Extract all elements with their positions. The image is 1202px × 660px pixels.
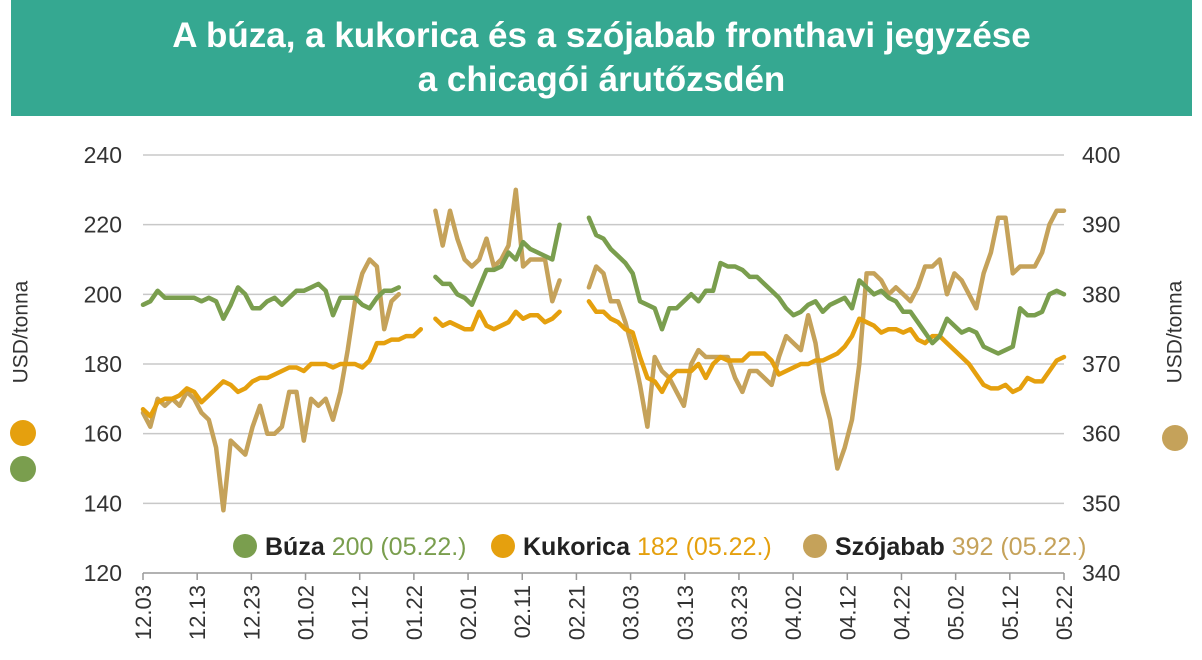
- right-y-tick-label: 380: [1082, 281, 1120, 307]
- left-axis-kukorica-dot: [10, 420, 36, 446]
- series-line-kukorica: [433, 309, 562, 332]
- series-line-buza: [140, 281, 402, 321]
- legend-entry-buza: Búza 200 (05.22.): [265, 533, 467, 561]
- x-tick-label: 04.22: [889, 585, 914, 640]
- legend: Búza 200 (05.22.) Kukorica 182 (05.22.) Sz…: [233, 533, 1087, 561]
- right-y-tick-label: 360: [1082, 421, 1120, 447]
- series-lines: [140, 187, 1067, 513]
- legend-marker-szojabab: [803, 534, 827, 558]
- x-tick-label: 03.03: [619, 585, 644, 640]
- legend-value: 392 (05.22.): [952, 533, 1087, 561]
- series-line-buza: [433, 222, 562, 308]
- chart-title-banner: A búza, a kukorica és a szójabab frontha…: [11, 0, 1192, 116]
- series-line-szojabab: [586, 208, 1067, 471]
- left-y-tick-label: 240: [84, 142, 122, 168]
- left-axis-buza-dot: [10, 456, 36, 482]
- x-tick-label: 12.23: [239, 585, 264, 640]
- legend-name: Kukorica: [523, 533, 637, 561]
- x-tick-label: 02.11: [510, 585, 535, 638]
- legend-entry-kukorica: Kukorica 182 (05.22.): [523, 533, 772, 561]
- legend-marker-buza: [233, 534, 257, 558]
- x-tick-label: 05.22: [1052, 585, 1077, 640]
- x-tick-label: 01.12: [348, 585, 373, 640]
- x-tick-label: 05.02: [944, 585, 969, 640]
- x-tick-label: 01.02: [294, 585, 319, 640]
- right-axis-szojabab-dot: [1162, 425, 1188, 451]
- x-tick-label: 05.12: [998, 585, 1023, 640]
- series-line-buza: [586, 215, 1067, 356]
- legend-entry-szojabab: Szójabab 392 (05.22.): [835, 533, 1087, 561]
- x-tick-label: 01.22: [402, 585, 427, 640]
- left-y-tick-label: 220: [84, 212, 122, 238]
- chart-title-line-2: a chicagói árutőzsdén: [417, 60, 786, 99]
- series-line-szojabab: [433, 187, 562, 304]
- legend-marker-kukorica: [491, 534, 515, 558]
- left-y-tick-label: 120: [84, 560, 122, 586]
- legend-name: Szójabab: [835, 533, 952, 561]
- x-tick-label: 04.12: [835, 585, 860, 640]
- left-y-tick-label: 160: [84, 421, 122, 447]
- gridlines: [143, 154, 1064, 505]
- x-tick-label: 02.01: [456, 585, 481, 640]
- left-y-tick-label: 200: [84, 281, 122, 307]
- chart-title-line-1: A búza, a kukorica és a szójabab frontha…: [172, 16, 1031, 55]
- right-y-tick-label: 400: [1082, 142, 1120, 168]
- right-y-tick-label: 370: [1082, 351, 1120, 377]
- series-line-kukorica: [586, 299, 1067, 395]
- right-y-tick-label: 340: [1082, 560, 1120, 586]
- x-tick-label: 03.13: [673, 585, 698, 640]
- legend-value: 182 (05.22.): [637, 533, 772, 561]
- right-y-tick-label: 350: [1082, 490, 1120, 516]
- x-tick-label: 12.03: [131, 585, 156, 640]
- axes: 240 220 200 180 160 140 120 400 390 380 370 360 350 3…: [84, 142, 1121, 640]
- legend-value: 200 (05.22.): [332, 533, 467, 561]
- x-tick-label: 12.13: [185, 585, 210, 640]
- series-line-kukorica: [140, 326, 424, 419]
- left-y-tick-label: 140: [84, 490, 122, 516]
- x-tick-label: 02.21: [564, 585, 589, 640]
- legend-name: Búza: [265, 533, 332, 561]
- right-y-tick-label: 390: [1082, 212, 1120, 238]
- x-tick-label: 04.02: [781, 585, 806, 640]
- x-tick-label: 03.23: [727, 585, 752, 640]
- left-y-tick-label: 180: [84, 351, 122, 377]
